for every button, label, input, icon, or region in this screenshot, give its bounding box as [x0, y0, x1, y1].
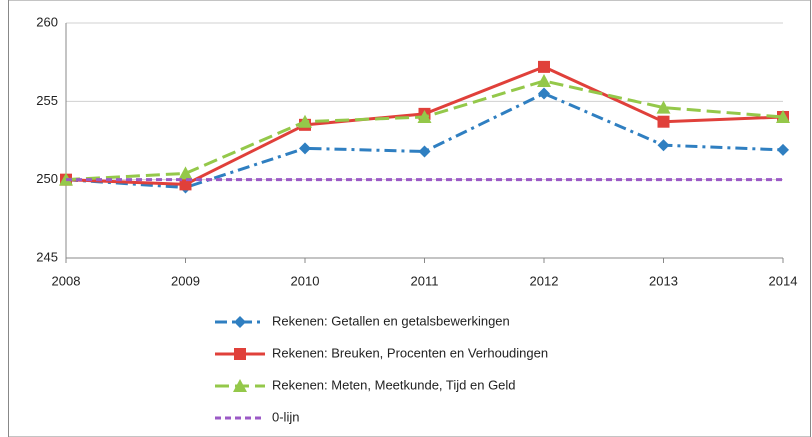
- x-tick-label: 2013: [649, 273, 678, 288]
- y-tick-label: 255: [36, 93, 58, 108]
- marker: [657, 115, 670, 128]
- marker: [298, 114, 312, 128]
- marker: [418, 145, 431, 158]
- legend-label: Rekenen: Meten, Meetkunde, Tijd en Geld: [272, 377, 516, 392]
- marker: [776, 110, 790, 123]
- legend-label: Rekenen: Breuken, Procenten en Verhoudin…: [272, 345, 548, 360]
- marker: [234, 316, 246, 328]
- marker: [538, 60, 550, 73]
- x-tick-label: 2014: [769, 273, 798, 288]
- marker: [233, 379, 247, 392]
- marker: [179, 178, 192, 191]
- y-tick-label: 245: [36, 249, 58, 264]
- x-tick-label: 2010: [291, 273, 320, 288]
- marker: [656, 100, 671, 114]
- marker: [417, 110, 432, 123]
- marker: [234, 348, 246, 360]
- x-tick-label: 2012: [530, 273, 559, 288]
- y-tick-label: 250: [36, 171, 58, 186]
- marker: [178, 166, 193, 180]
- marker: [537, 73, 551, 87]
- marker: [657, 139, 670, 152]
- legend-label: 0-lijn: [272, 409, 299, 424]
- marker: [777, 143, 789, 156]
- legend-label: Rekenen: Getallen en getalsbewerkingen: [272, 313, 510, 328]
- x-tick-label: 2009: [171, 273, 200, 288]
- marker: [538, 87, 550, 100]
- y-tick-label: 260: [36, 14, 58, 29]
- x-tick-label: 2011: [411, 273, 439, 288]
- chart-frame: [8, 0, 811, 437]
- x-tick-label: 2008: [52, 273, 81, 288]
- marker: [299, 142, 311, 155]
